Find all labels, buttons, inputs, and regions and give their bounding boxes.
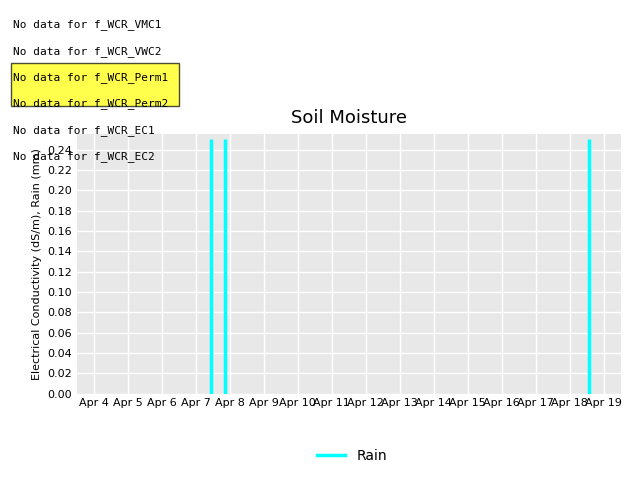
Legend: Rain: Rain [312, 443, 392, 468]
Title: Soil Moisture: Soil Moisture [291, 109, 407, 127]
Text: No data for f_WCR_Perm2: No data for f_WCR_Perm2 [13, 98, 168, 109]
Text: No data for f_WCR_EC1: No data for f_WCR_EC1 [13, 125, 154, 136]
Text: No data for f_WCR_VWC2: No data for f_WCR_VWC2 [13, 46, 161, 57]
Text: No data for f_WCR_VMC1: No data for f_WCR_VMC1 [13, 19, 161, 30]
Text: No data for f_WCR_EC2: No data for f_WCR_EC2 [13, 151, 154, 162]
Y-axis label: Electrical Conductivity (dS/m), Rain (mm): Electrical Conductivity (dS/m), Rain (mm… [31, 148, 42, 380]
Text: No data for f_WCR_Perm1: No data for f_WCR_Perm1 [13, 72, 168, 83]
